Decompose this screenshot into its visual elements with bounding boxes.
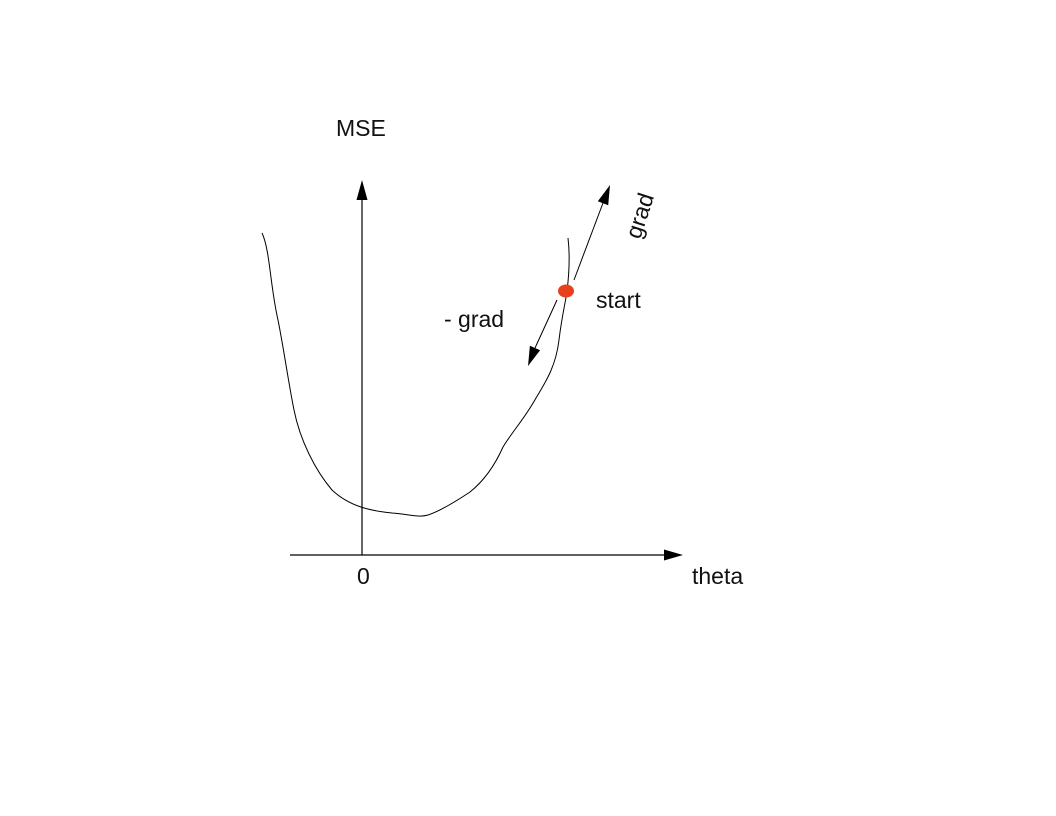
grad-arrow — [573, 185, 610, 281]
y-axis-label: MSE — [336, 115, 386, 141]
start-label: start — [596, 287, 641, 313]
x-axis-arrowhead — [664, 549, 683, 561]
x-axis-label: theta — [692, 563, 743, 589]
y-axis — [356, 180, 368, 555]
grad-arrowhead — [597, 185, 610, 206]
start-point — [558, 284, 574, 298]
loss-curve — [261, 232, 570, 517]
y-axis-arrowhead — [356, 180, 368, 200]
negative-grad-arrowhead — [528, 345, 541, 366]
grad-label: grad — [620, 190, 659, 242]
negative-grad-label: - grad — [444, 306, 504, 332]
negative-grad-arrow — [528, 299, 558, 366]
x-axis — [290, 549, 683, 561]
origin-label: 0 — [357, 563, 370, 589]
